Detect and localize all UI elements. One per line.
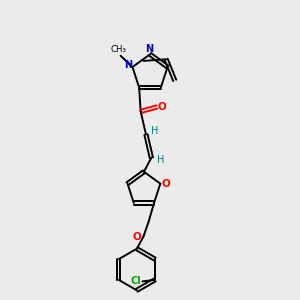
Text: O: O [132,232,141,242]
Text: H: H [151,126,159,136]
Text: O: O [162,179,171,189]
Text: O: O [158,102,167,112]
Text: CH₃: CH₃ [110,45,126,54]
Text: N: N [124,60,133,70]
Text: Cl: Cl [130,276,141,286]
Text: H: H [157,155,164,165]
Text: N: N [145,44,154,54]
